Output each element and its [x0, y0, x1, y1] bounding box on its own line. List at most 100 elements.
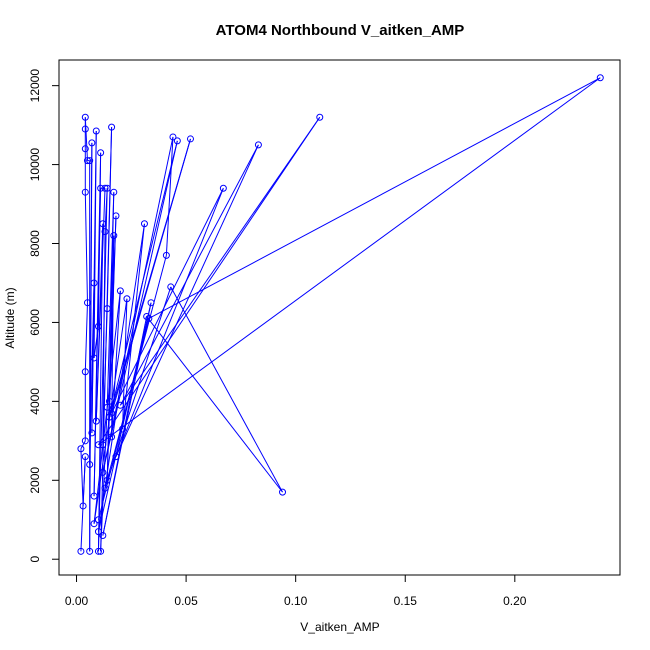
series-segment [98, 77, 601, 446]
series-segment [111, 188, 224, 414]
plot-frame [58, 59, 621, 576]
data-point [119, 425, 127, 433]
data-point [116, 401, 124, 409]
data-point [97, 149, 105, 157]
data-point [105, 397, 113, 405]
series-segment [146, 316, 283, 493]
data-point [83, 157, 91, 165]
series-segment [119, 144, 259, 406]
data-point [103, 403, 111, 411]
data-point [81, 113, 89, 121]
y-tick-label: 0 [28, 556, 42, 563]
series-segment [97, 223, 104, 552]
series-points [77, 74, 604, 555]
y-tick-label: 2000 [28, 467, 42, 494]
data-point [81, 188, 89, 196]
series-segment [93, 131, 97, 358]
data-point [116, 287, 124, 295]
data-point [103, 476, 111, 484]
data-point [140, 220, 148, 228]
data-point [186, 135, 194, 143]
data-point [94, 441, 102, 449]
data-point [123, 295, 131, 303]
series-segment [84, 192, 88, 303]
data-point [143, 313, 151, 321]
series-segment [82, 456, 86, 506]
data-point [108, 433, 116, 441]
x-tick-label: 0.15 [394, 594, 418, 608]
data-point [99, 220, 107, 228]
data-point [90, 279, 98, 287]
y-tick-label: 6000 [28, 309, 42, 336]
data-point [92, 417, 100, 425]
y-axis-label: Altitude (m) [3, 287, 17, 348]
data-point [254, 141, 262, 149]
series-segment [84, 302, 88, 372]
x-tick-label: 0.05 [174, 594, 198, 608]
data-point [169, 133, 177, 141]
series-segment [148, 77, 601, 319]
series-segment [93, 290, 121, 524]
series-segment [165, 136, 174, 256]
data-point [108, 409, 116, 417]
data-point [145, 314, 153, 322]
data-point [316, 113, 324, 121]
data-point [94, 322, 102, 330]
series-segment [80, 440, 86, 449]
data-point [99, 441, 107, 449]
data-point [97, 184, 105, 192]
data-point [99, 468, 107, 476]
data-point [94, 547, 102, 555]
data-point [147, 299, 155, 307]
data-point [162, 251, 170, 259]
data-point [173, 137, 181, 145]
data-point [596, 74, 604, 82]
data-point [77, 547, 85, 555]
y-tick-label: 8000 [28, 230, 42, 257]
data-point [105, 413, 113, 421]
data-point [101, 184, 109, 192]
data-point [90, 520, 98, 528]
series-segment [170, 286, 283, 493]
series-lines [80, 77, 601, 552]
data-point [90, 354, 98, 362]
data-point [108, 123, 116, 131]
series-segment [98, 116, 321, 446]
data-point [90, 492, 98, 500]
data-point [88, 429, 96, 437]
series-segment [97, 188, 108, 552]
data-point [88, 139, 96, 147]
data-point [79, 502, 87, 510]
data-point [99, 532, 107, 540]
x-axis: 0.00 0.05 0.10 0.15 0.20 [65, 574, 527, 608]
data-point [219, 184, 227, 192]
y-axis: 0 2000 4000 6000 8000 10000 12000 [28, 69, 60, 563]
data-point [110, 188, 118, 196]
x-tick-label: 0.10 [284, 594, 308, 608]
x-tick-label: 0.00 [65, 594, 89, 608]
y-tick-label: 12000 [28, 69, 42, 103]
data-point [81, 368, 89, 376]
data-point [77, 445, 85, 453]
data-point [103, 305, 111, 313]
series-segment [115, 188, 224, 457]
series-segment [111, 290, 121, 437]
series-segment [80, 448, 84, 506]
data-point [103, 184, 111, 192]
x-axis-label: V_aitken_AMP [300, 620, 379, 634]
series-segment [102, 140, 178, 473]
data-point [94, 528, 102, 536]
data-point [101, 484, 109, 492]
series-segment [104, 286, 172, 489]
y-tick-label: 10000 [28, 148, 42, 182]
data-point [110, 232, 118, 240]
data-point [86, 547, 94, 555]
data-point [81, 145, 89, 153]
series-segment [102, 231, 106, 445]
data-point [101, 228, 109, 236]
chart-title: ATOM4 Northbound V_aitken_AMP [216, 22, 465, 39]
data-point [81, 453, 89, 461]
series-segment [102, 136, 174, 473]
data-point [86, 461, 94, 469]
